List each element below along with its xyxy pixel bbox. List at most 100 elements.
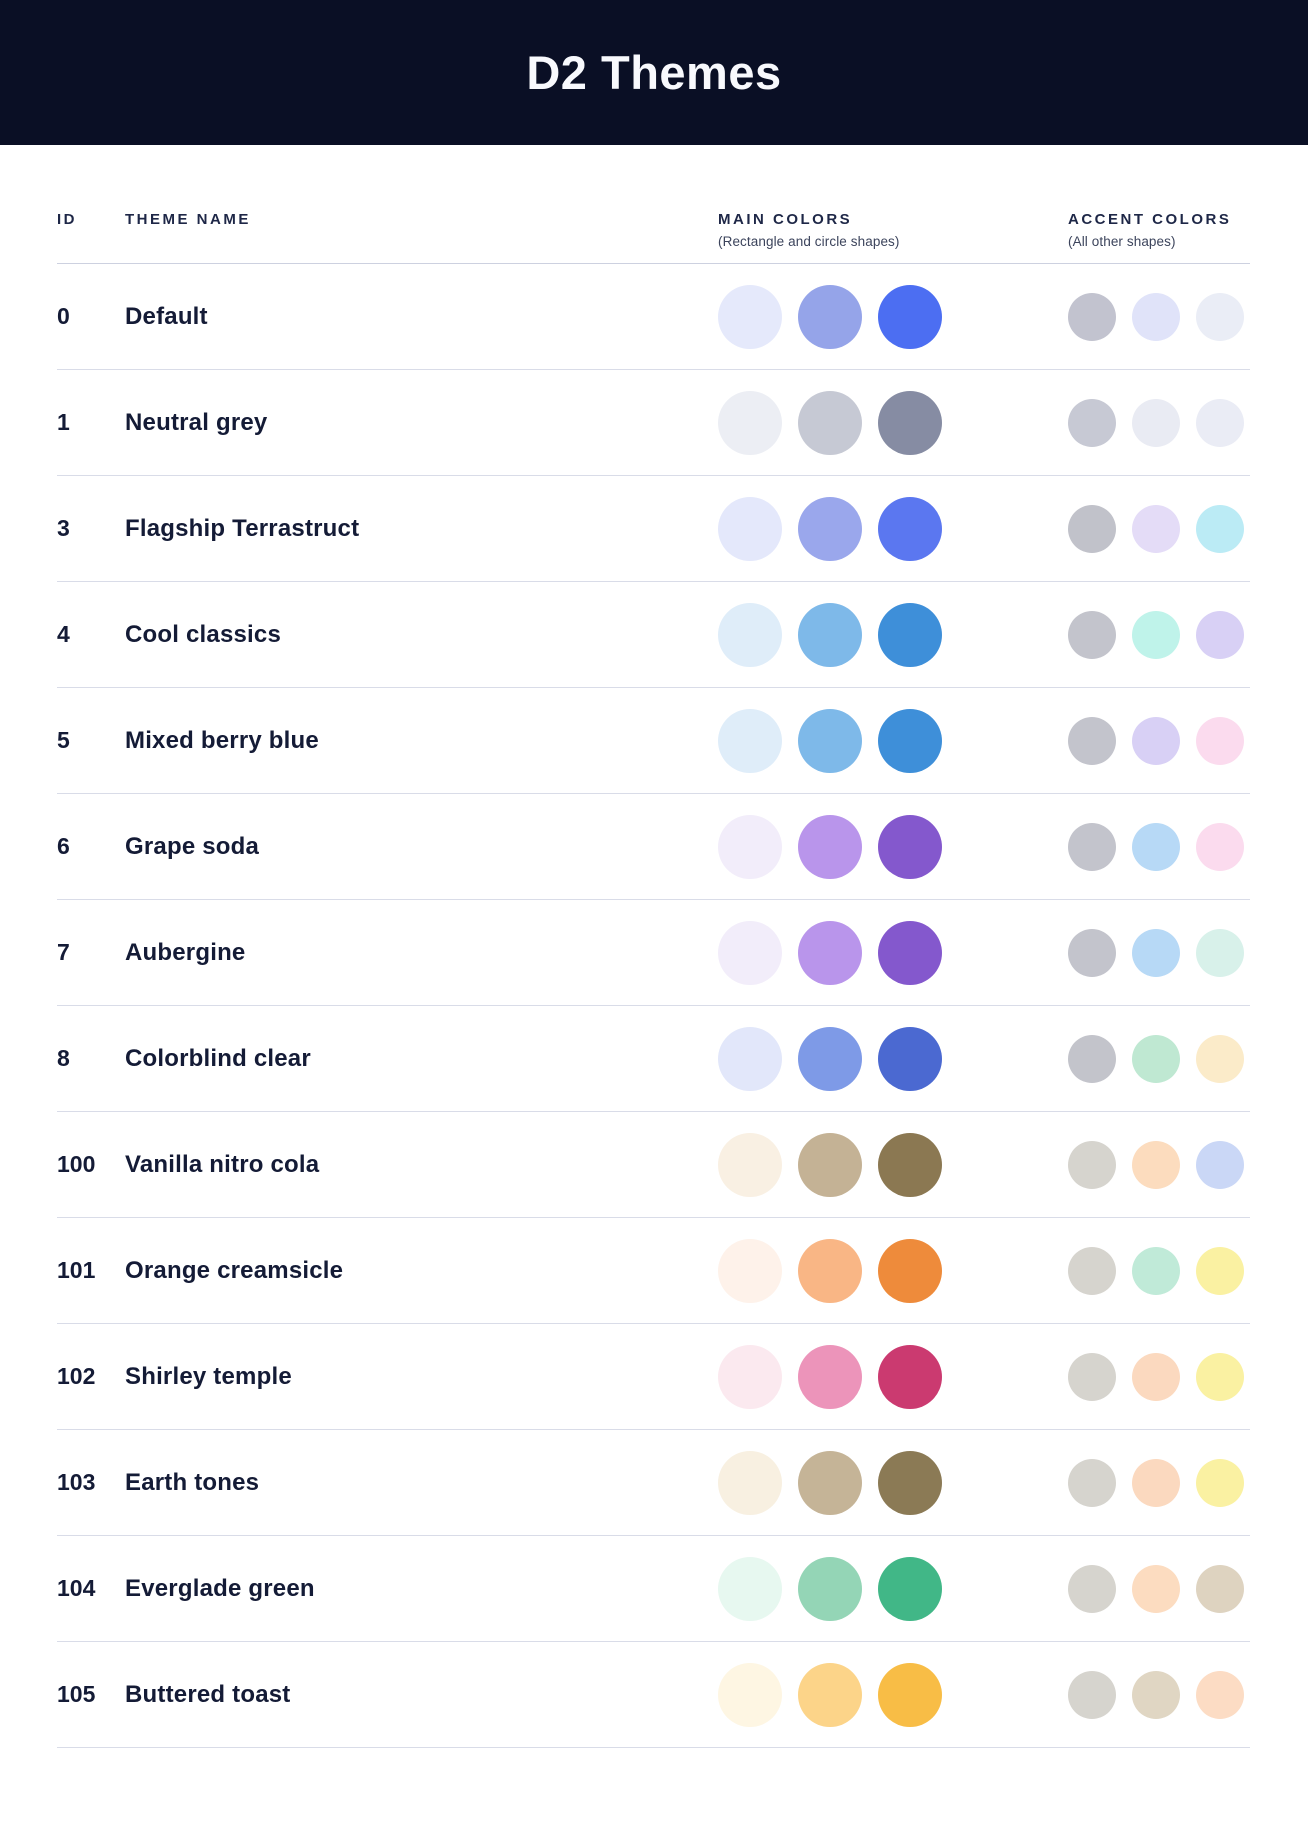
accent-swatches: [1068, 1352, 1250, 1401]
main-colors-column-subtitle: (Rectangle and circle shapes): [718, 234, 900, 249]
main-color-swatch: [798, 1344, 862, 1409]
accent-swatches: [1068, 928, 1250, 977]
main-swatches: [718, 1132, 1068, 1197]
table-row: 6 Grape soda: [57, 794, 1250, 900]
main-color-swatch: [718, 602, 782, 667]
page-header: D2 Themes: [0, 0, 1308, 145]
theme-name: Grape soda: [125, 832, 260, 860]
main-color-swatch: [718, 920, 782, 985]
theme-name: Cool classics: [125, 620, 282, 648]
theme-name: Flagship Terrastruct: [125, 514, 360, 542]
main-color-swatch: [718, 708, 782, 773]
main-swatches: [718, 1026, 1068, 1091]
accent-color-swatch: [1132, 928, 1180, 977]
theme-name: Colorblind clear: [125, 1044, 311, 1072]
column-header-accent-colors: ACCENT COLORS (All other shapes): [1068, 211, 1250, 249]
accent-color-swatch: [1068, 1034, 1116, 1083]
main-color-swatch: [878, 284, 942, 349]
main-color-swatch: [878, 1556, 942, 1621]
accent-color-swatch: [1196, 1670, 1244, 1719]
theme-id: 100: [57, 1151, 96, 1177]
main-swatches: [718, 284, 1068, 349]
accent-color-swatch: [1132, 1246, 1180, 1295]
theme-name: Shirley temple: [125, 1362, 292, 1390]
accent-color-swatch: [1068, 928, 1116, 977]
accent-color-swatch: [1132, 1670, 1180, 1719]
main-color-swatch: [798, 602, 862, 667]
table-row: 102 Shirley temple: [57, 1324, 1250, 1430]
accent-color-swatch: [1068, 1352, 1116, 1401]
column-header-main-colors: MAIN COLORS (Rectangle and circle shapes…: [718, 211, 1068, 249]
main-color-swatch: [878, 602, 942, 667]
main-color-swatch: [878, 708, 942, 773]
main-color-swatch: [878, 1450, 942, 1515]
accent-swatches: [1068, 504, 1250, 553]
main-swatches: [718, 708, 1068, 773]
accent-color-swatch: [1196, 822, 1244, 871]
page-title: D2 Themes: [526, 46, 782, 99]
main-color-swatch: [798, 1238, 862, 1303]
accent-color-swatch: [1196, 1140, 1244, 1189]
main-color-swatch: [798, 920, 862, 985]
main-color-swatch: [878, 1344, 942, 1409]
table-row: 100 Vanilla nitro cola: [57, 1112, 1250, 1218]
main-color-swatch: [878, 496, 942, 561]
accent-color-swatch: [1068, 1458, 1116, 1507]
main-color-swatch: [878, 1026, 942, 1091]
theme-name: Buttered toast: [125, 1680, 291, 1708]
main-color-swatch: [878, 1238, 942, 1303]
theme-name: Vanilla nitro cola: [125, 1150, 320, 1178]
themes-table-body: 0 Default 1 Neutral grey 3 Flagship Terr…: [57, 264, 1250, 1748]
theme-id: 4: [57, 621, 70, 647]
main-color-swatch: [718, 814, 782, 879]
accent-color-swatch: [1196, 928, 1244, 977]
main-color-swatch: [798, 1026, 862, 1091]
theme-name: Mixed berry blue: [125, 726, 319, 754]
accent-color-swatch: [1068, 1564, 1116, 1613]
accent-color-swatch: [1196, 1034, 1244, 1083]
main-color-swatch: [718, 1132, 782, 1197]
main-color-swatch: [798, 814, 862, 879]
theme-name: Default: [125, 302, 208, 330]
accent-color-swatch: [1196, 1564, 1244, 1613]
main-color-swatch: [798, 1132, 862, 1197]
main-swatches: [718, 602, 1068, 667]
theme-id: 104: [57, 1575, 96, 1601]
theme-name: Everglade green: [125, 1574, 315, 1602]
table-row: 104 Everglade green: [57, 1536, 1250, 1642]
table-row: 105 Buttered toast: [57, 1642, 1250, 1748]
main-color-swatch: [798, 390, 862, 455]
theme-id: 6: [57, 833, 70, 859]
accent-swatches: [1068, 1670, 1250, 1719]
accent-color-swatch: [1132, 504, 1180, 553]
theme-id: 1: [57, 409, 70, 435]
main-color-swatch: [798, 284, 862, 349]
accent-color-swatch: [1068, 1140, 1116, 1189]
accent-color-swatch: [1068, 1670, 1116, 1719]
accent-swatches: [1068, 822, 1250, 871]
theme-id: 5: [57, 727, 70, 753]
column-header-id: ID: [57, 211, 125, 229]
theme-name: Earth tones: [125, 1468, 260, 1496]
accent-swatches: [1068, 716, 1250, 765]
accent-color-swatch: [1132, 1458, 1180, 1507]
theme-id: 8: [57, 1045, 70, 1071]
themes-table: ID THEME NAME MAIN COLORS (Rectangle and…: [57, 145, 1250, 1748]
theme-id: 105: [57, 1681, 96, 1707]
theme-id: 103: [57, 1469, 96, 1495]
theme-id: 102: [57, 1363, 96, 1389]
main-color-swatch: [878, 390, 942, 455]
main-color-swatch: [718, 1662, 782, 1727]
main-color-swatch: [878, 1662, 942, 1727]
main-color-swatch: [878, 814, 942, 879]
accent-swatches: [1068, 610, 1250, 659]
accent-color-swatch: [1196, 504, 1244, 553]
main-color-swatch: [798, 1662, 862, 1727]
accent-swatches: [1068, 1140, 1250, 1189]
main-swatches: [718, 814, 1068, 879]
accent-color-swatch: [1132, 1034, 1180, 1083]
accent-swatches: [1068, 1458, 1250, 1507]
accent-color-swatch: [1132, 1140, 1180, 1189]
accent-color-swatch: [1196, 1246, 1244, 1295]
accent-swatches: [1068, 398, 1250, 447]
